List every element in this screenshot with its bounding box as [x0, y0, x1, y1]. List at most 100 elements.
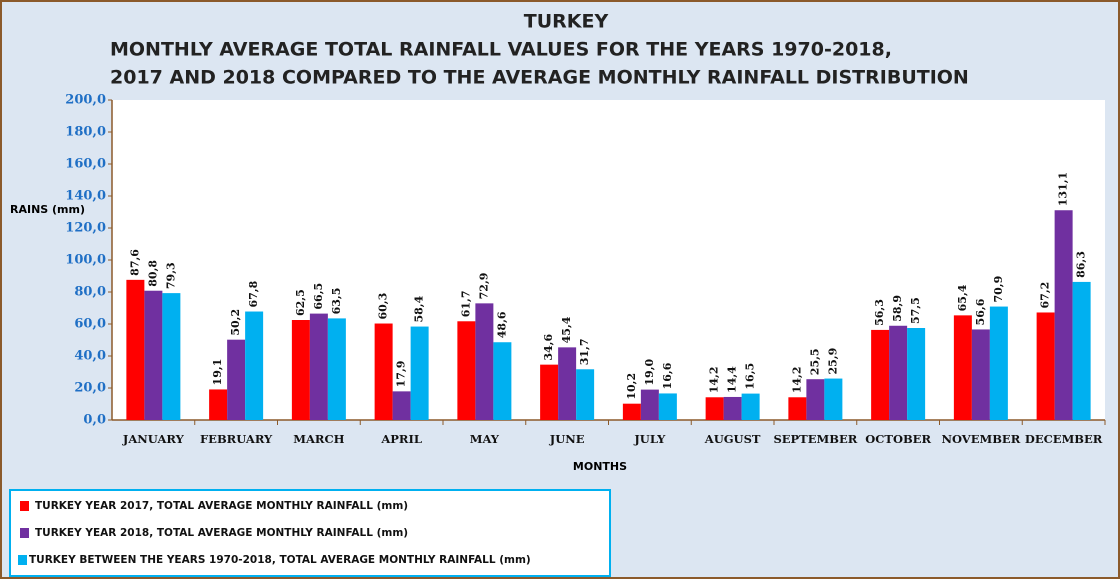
y-axis-label: RAINS (mm) — [10, 203, 85, 216]
bar — [475, 303, 494, 420]
legend — [9, 489, 611, 577]
data-label: 56,3 — [873, 299, 886, 326]
legend-label: TURKEY BETWEEN THE YEARS 1970-2018, TOTA… — [29, 554, 531, 566]
bar — [457, 321, 476, 420]
x-axis-label: MONTHS — [573, 460, 627, 473]
data-label: 45,4 — [560, 316, 573, 343]
data-label: 56,6 — [974, 298, 987, 325]
x-tick-label: APRIL — [380, 432, 422, 446]
bar — [327, 318, 346, 420]
x-tick-label: MAY — [470, 432, 500, 446]
y-tick-label: 140,0 — [65, 189, 106, 204]
data-label: 57,5 — [909, 297, 922, 324]
data-label: 50,2 — [229, 309, 242, 336]
y-tick-label: 180,0 — [65, 125, 106, 140]
y-tick-label: 60,0 — [74, 317, 106, 332]
bar — [806, 379, 825, 420]
bar — [788, 397, 807, 420]
data-label: 34,6 — [542, 334, 555, 361]
legend-label: TURKEY YEAR 2017, TOTAL AVERAGE MONTHLY … — [35, 500, 408, 512]
y-tick-label: 120,0 — [65, 221, 106, 236]
data-label: 131,1 — [1057, 172, 1070, 206]
bar — [953, 315, 972, 420]
bar — [227, 339, 246, 420]
x-tick-label: AUGUST — [704, 432, 761, 446]
data-label: 63,5 — [330, 288, 343, 315]
data-label: 67,2 — [1039, 282, 1052, 309]
data-label: 65,4 — [956, 284, 969, 311]
data-label: 70,9 — [992, 276, 1005, 303]
bar — [907, 328, 926, 420]
bar — [209, 389, 228, 420]
bar — [640, 389, 659, 420]
bar — [622, 403, 641, 420]
legend-swatch — [20, 501, 29, 511]
data-label: 14,2 — [708, 366, 721, 393]
bar — [245, 311, 264, 420]
data-label: 62,5 — [294, 289, 307, 316]
x-tick-label: FEBRUARY — [200, 432, 273, 446]
bar — [1036, 312, 1055, 420]
data-label: 58,9 — [891, 295, 904, 322]
x-tick-label: DECEMBER — [1025, 432, 1103, 446]
bar — [126, 279, 145, 420]
bar — [705, 397, 724, 420]
data-label: 19,1 — [211, 359, 224, 386]
x-tick-label: OCTOBER — [865, 432, 931, 446]
bar — [540, 364, 559, 420]
y-tick-label: 200,0 — [65, 93, 106, 108]
bar — [162, 293, 181, 420]
data-label: 87,6 — [128, 249, 141, 276]
bar — [871, 329, 890, 420]
legend-swatch — [20, 528, 29, 538]
x-tick-label: MARCH — [293, 432, 344, 446]
data-label: 14,2 — [790, 366, 803, 393]
bar — [658, 393, 677, 420]
bar — [291, 320, 310, 420]
x-tick-label: JANUARY — [122, 432, 185, 446]
bar — [493, 342, 512, 420]
x-tick-label: SEPTEMBER — [773, 432, 857, 446]
data-label: 66,5 — [312, 283, 325, 310]
bar — [1054, 210, 1073, 420]
subtitle: 2017 AND 2018 COMPARED TO THE AVERAGE MO… — [110, 67, 969, 89]
chart-title: TURKEY — [524, 11, 609, 33]
y-tick-label: 100,0 — [65, 253, 106, 268]
data-label: 86,3 — [1075, 251, 1088, 278]
data-label: 60,3 — [377, 293, 390, 320]
legend-swatch — [18, 555, 27, 565]
plot-area — [112, 100, 1105, 420]
data-label: 14,4 — [726, 366, 739, 393]
bar — [576, 369, 595, 420]
data-label: 80,8 — [146, 260, 159, 287]
bar — [741, 393, 760, 420]
x-tick-label: JULY — [633, 432, 666, 446]
bar — [723, 396, 742, 420]
bar — [558, 347, 577, 420]
data-label: 16,5 — [744, 363, 757, 390]
y-tick-label: 20,0 — [74, 381, 106, 396]
bar — [889, 325, 908, 420]
data-label: 10,2 — [625, 373, 638, 400]
y-tick-label: 0,0 — [83, 413, 106, 428]
data-label: 58,4 — [413, 295, 426, 322]
bar — [971, 329, 990, 420]
data-label: 61,7 — [459, 290, 472, 317]
data-label: 79,3 — [164, 262, 177, 289]
data-label: 25,5 — [808, 348, 821, 375]
y-tick-label: 40,0 — [74, 349, 106, 364]
bar — [824, 378, 843, 420]
x-tick-label: NOVEMBER — [941, 432, 1020, 446]
data-label: 48,6 — [495, 311, 508, 338]
data-label: 17,9 — [395, 361, 408, 388]
y-tick-label: 80,0 — [74, 285, 106, 300]
data-label: 72,9 — [477, 273, 490, 300]
y-tick-label: 160,0 — [65, 157, 106, 172]
bar — [309, 313, 328, 420]
x-tick-label: JUNE — [549, 432, 585, 446]
bar — [989, 306, 1008, 420]
bar — [1072, 281, 1091, 420]
data-label: 19,0 — [643, 358, 656, 385]
bar — [410, 326, 429, 420]
bar — [392, 391, 411, 420]
